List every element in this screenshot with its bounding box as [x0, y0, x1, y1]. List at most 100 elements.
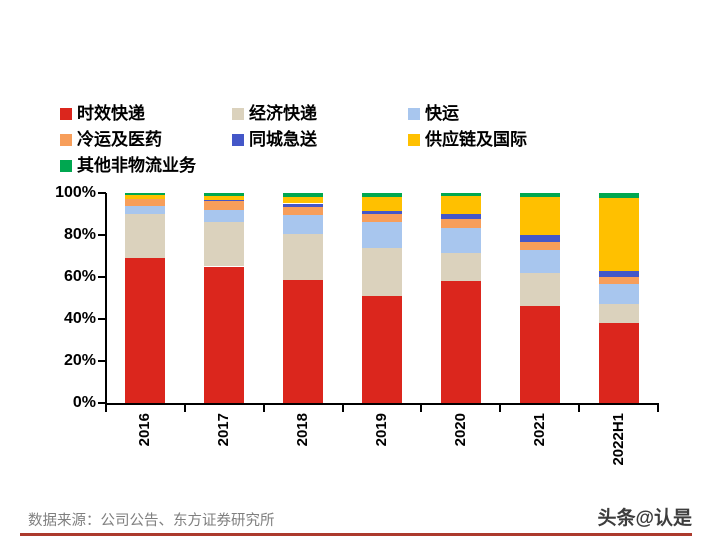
x-axis-tick — [578, 405, 581, 412]
x-axis-label: 2022H1 — [609, 413, 627, 466]
bar-segment-2017 — [204, 209, 245, 223]
bar-segment-2021 — [519, 235, 560, 243]
legend-swatch-icon — [408, 108, 420, 120]
bar-segment-2020 — [440, 219, 481, 228]
source-note: 数据来源：公司公告、东方证券研究所 — [28, 513, 275, 529]
y-axis-tick — [98, 360, 106, 362]
legend-swatch-icon — [60, 134, 72, 146]
bar-segment-2017 — [204, 196, 245, 201]
legend-label: 经济快递 — [249, 104, 317, 123]
legend-item: 其他非物流业务 — [60, 154, 196, 178]
x-axis-label: 2019 — [373, 413, 390, 447]
bar-segment-2016 — [125, 195, 166, 200]
bar-segment-2019 — [362, 247, 402, 296]
x-axis-tick — [262, 405, 265, 412]
bar-segment-2016 — [125, 193, 166, 196]
bar-segment-2022H1 — [598, 193, 639, 199]
y-axis-line — [105, 193, 107, 405]
bar-segment-2018 — [283, 197, 324, 204]
bar-segment-2022H1 — [598, 198, 639, 271]
bar-segment-2021 — [519, 242, 560, 250]
bar-segment-2016 — [125, 205, 166, 214]
x-axis-tick — [657, 405, 659, 412]
bar-segment-2019 — [362, 295, 402, 403]
legend-item: 时效快递 — [60, 102, 145, 126]
y-axis-tick — [98, 402, 106, 404]
bar-segment-2016 — [125, 214, 166, 259]
y-axis-tick-label: 0% — [72, 394, 96, 411]
x-axis-label: 2016 — [136, 413, 154, 447]
y-axis-tick-label: 100% — [55, 184, 96, 201]
y-axis-tick — [98, 192, 106, 194]
legend-label: 其他非物流业务 — [77, 156, 196, 175]
y-axis-tick — [98, 318, 106, 320]
legend-item: 供应链及国际 — [408, 128, 527, 152]
bar-segment-2017 — [204, 200, 245, 202]
watermark: 头条@认是 — [597, 508, 692, 529]
bar-segment-2016 — [125, 199, 166, 206]
bar-segment-2017 — [204, 222, 245, 267]
bar-segment-2020 — [440, 193, 481, 197]
legend-swatch-icon — [232, 108, 244, 120]
x-axis-tick — [183, 405, 186, 412]
bar-segment-2018 — [283, 193, 324, 198]
bar-segment-2021 — [519, 306, 560, 403]
y-axis-tick-label: 40% — [63, 310, 96, 327]
legend-label: 供应链及国际 — [425, 130, 527, 149]
bar-segment-2022H1 — [598, 277, 639, 285]
legend-swatch-icon — [232, 134, 244, 146]
bar-segment-2017 — [204, 193, 245, 197]
bar-segment-2017 — [204, 266, 245, 403]
legend-swatch-icon — [60, 160, 72, 172]
bar-segment-2021 — [519, 249, 560, 273]
legend-label: 快运 — [425, 104, 459, 123]
legend-item: 同城急送 — [232, 128, 317, 152]
bar-segment-2020 — [440, 227, 481, 253]
bar-segment-2017 — [204, 201, 245, 210]
bar-segment-2022H1 — [598, 270, 639, 277]
y-axis-tick-label: 60% — [63, 268, 96, 285]
bar-segment-2018 — [283, 206, 324, 216]
y-axis-tick — [98, 234, 106, 236]
x-axis-tick — [105, 405, 107, 412]
bar-segment-2021 — [519, 197, 560, 235]
bar-segment-2018 — [283, 280, 324, 403]
bar-segment-2019 — [362, 222, 402, 248]
y-axis-tick-label: 20% — [63, 352, 96, 369]
bar-segment-2019 — [362, 210, 402, 214]
bar-segment-2019 — [362, 193, 402, 198]
x-axis-label: 2018 — [294, 413, 312, 447]
bar-segment-2018 — [283, 215, 324, 234]
x-axis-label: 2017 — [215, 413, 233, 447]
bar-segment-2019 — [362, 214, 402, 223]
bar-segment-2022H1 — [598, 323, 639, 403]
bar-segment-2018 — [283, 233, 324, 281]
y-axis-tick — [98, 276, 106, 278]
bar-segment-2016 — [125, 258, 166, 403]
x-axis-tick — [420, 405, 423, 412]
legend-label: 冷运及医药 — [77, 130, 162, 149]
x-axis-tick — [499, 405, 502, 412]
divider-line — [20, 533, 692, 536]
bar-segment-2022H1 — [598, 304, 639, 324]
bar-segment-2021 — [519, 272, 560, 307]
legend-item: 经济快递 — [232, 102, 317, 126]
legend-swatch-icon — [408, 134, 420, 146]
legend-item: 快运 — [408, 102, 459, 126]
legend-swatch-icon — [60, 108, 72, 120]
x-axis-line — [105, 403, 659, 405]
x-axis-label: 2020 — [451, 413, 469, 447]
bar-segment-2020 — [440, 214, 481, 220]
legend-label: 时效快递 — [77, 104, 145, 123]
bar-segment-2019 — [362, 197, 402, 211]
bar-segment-2020 — [440, 281, 481, 403]
bar-segment-2021 — [519, 193, 560, 198]
legend-label: 同城急送 — [249, 130, 317, 149]
bar-segment-2020 — [440, 196, 481, 214]
x-axis-label: 2021 — [530, 413, 548, 447]
y-axis-tick-label: 80% — [63, 226, 96, 243]
bar-segment-2022H1 — [598, 284, 639, 305]
bar-segment-2020 — [440, 252, 481, 282]
legend-item: 冷运及医药 — [60, 128, 162, 152]
bar-segment-2018 — [283, 203, 324, 207]
